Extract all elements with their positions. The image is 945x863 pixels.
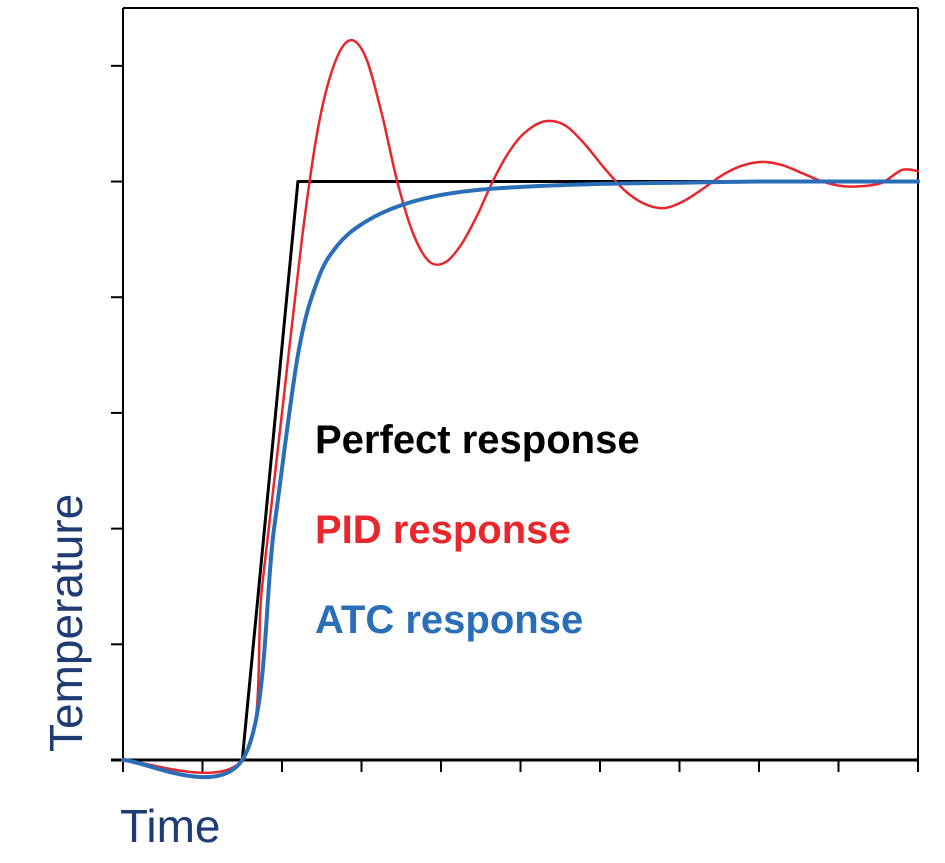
y-axis-label: Temperature <box>40 494 92 752</box>
legend-label-pid: PID response <box>315 508 571 552</box>
x-axis-label: Time <box>120 800 221 852</box>
series-atc-response <box>121 179 920 780</box>
series-pid-response <box>121 38 920 775</box>
axis-ticks <box>111 64 919 772</box>
legend: Perfect response PID response ATC respon… <box>315 418 640 642</box>
plot-frame <box>111 7 919 762</box>
legend-label-perfect: Perfect response <box>315 418 640 462</box>
series-layer <box>121 38 920 780</box>
legend-label-atc: ATC response <box>315 598 583 642</box>
series-perfect-response <box>121 180 920 762</box>
